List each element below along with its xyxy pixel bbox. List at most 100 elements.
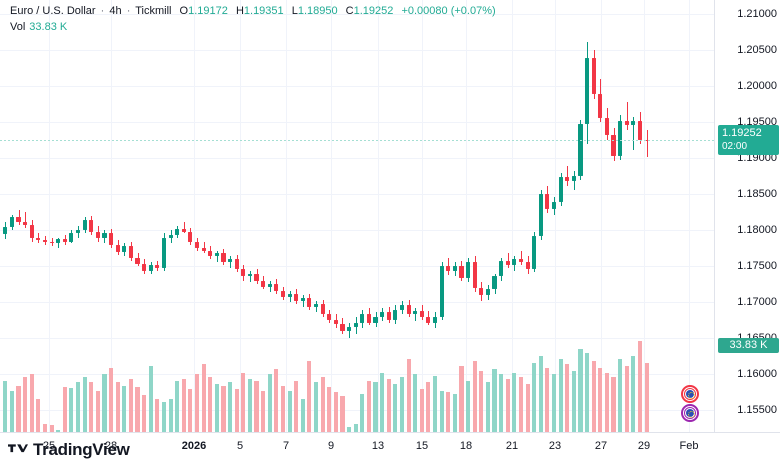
gridline-vertical: [466, 0, 467, 432]
volume-bar: [571, 370, 576, 432]
volume-bar: [36, 398, 41, 432]
last-price-value: 1.19252: [722, 127, 762, 140]
volume-bar: [525, 384, 530, 432]
chart-plot-area[interactable]: [0, 0, 714, 432]
time-axis[interactable]: 25 28 2026 5 7 9 13 15 18 21 23 27 29 Feb: [0, 432, 780, 459]
tradingview-logo-text: TradingView: [33, 440, 130, 459]
volume-bar: [69, 388, 74, 432]
volume-bar: [261, 390, 266, 432]
candle-body: [128, 246, 133, 258]
candle-body: [532, 236, 537, 270]
volume-bar: [49, 425, 54, 432]
candle-body: [525, 262, 530, 270]
volume-bar: [532, 362, 537, 432]
candle-body: [234, 259, 239, 270]
candle-body: [42, 240, 48, 242]
gridline-vertical: [286, 0, 287, 432]
volume-bar: [426, 382, 431, 432]
candle-body: [241, 269, 246, 277]
candle-body: [89, 220, 94, 232]
candle-wick: [647, 129, 648, 157]
candle-body: [393, 309, 398, 320]
price-axis-tick-label: 1.21000: [737, 8, 777, 21]
volume-bar: [545, 367, 550, 432]
candle-body: [261, 280, 266, 287]
candle-body: [82, 220, 87, 231]
volume-bar: [406, 359, 411, 432]
tradingview-logo[interactable]: TradingView: [8, 440, 130, 460]
candle-body: [95, 231, 100, 238]
gridline-vertical: [49, 0, 50, 432]
price-axis-tick-label: 1.20500: [737, 44, 777, 57]
volume-bar: [499, 374, 504, 432]
candle-body: [604, 118, 609, 136]
volume-bar: [432, 375, 438, 432]
candle-body: [161, 237, 167, 268]
volume-bar: [208, 377, 213, 432]
gridline-vertical: [111, 0, 112, 432]
time-axis-tick-label: 29: [637, 440, 651, 452]
price-axis[interactable]: 1.21000 1.20500 1.20000 1.19500 1.19000 1.185…: [714, 0, 780, 432]
volume-bar: [353, 423, 358, 432]
volume-bar: [492, 369, 497, 432]
candle-wick: [521, 250, 522, 265]
candle-body: [267, 283, 272, 287]
volume-bar: [148, 365, 153, 432]
volume-bar: [618, 359, 623, 432]
candle-wick: [316, 300, 317, 313]
candle-body: [56, 239, 61, 244]
volume-bar: [9, 390, 14, 432]
time-axis-tick-label: 13: [371, 440, 385, 452]
candle-body: [637, 120, 643, 140]
candle-body: [644, 139, 649, 141]
candle-body: [181, 228, 186, 232]
candle-body: [188, 231, 193, 242]
volume-bar: [452, 394, 457, 432]
volume-bar: [598, 367, 603, 432]
candle-body: [459, 266, 464, 278]
volume-bar: [466, 380, 471, 432]
tradingview-mark-icon: [8, 443, 28, 452]
candle-body: [347, 326, 352, 332]
eu-economic-event-2-eu-flag-icon[interactable]: [686, 409, 695, 418]
candle-body: [29, 224, 34, 238]
candle-body: [472, 262, 477, 288]
candle-body: [208, 250, 213, 257]
eu-economic-event-1-eu-flag-icon[interactable]: [686, 390, 695, 399]
candle-body: [340, 324, 345, 332]
candle-body: [413, 311, 418, 314]
volume-bar: [102, 374, 107, 432]
candle-body: [366, 313, 371, 323]
volume-bar: [161, 402, 167, 432]
volume-bar: [247, 379, 252, 432]
candle-body: [333, 319, 338, 324]
volume-bar: [135, 386, 140, 432]
gridline-horizontal: [0, 338, 714, 340]
candle-body: [69, 233, 74, 242]
candle-body: [280, 290, 286, 297]
volume-bar: [637, 341, 643, 432]
candle-body: [23, 221, 28, 225]
candle-body: [380, 312, 385, 317]
volume-bar: [373, 382, 378, 432]
candle-body: [565, 177, 570, 182]
candle-body: [75, 230, 81, 234]
candle-body: [155, 264, 160, 268]
candle-body: [148, 264, 153, 271]
volume-bar: [472, 360, 477, 432]
volume-bar: [241, 372, 246, 432]
last-price-tag[interactable]: 1.19252 02:00: [718, 125, 779, 156]
candle-body: [399, 305, 405, 310]
candle-body: [214, 253, 219, 257]
volume-bar: [228, 382, 233, 432]
volume-bar: [128, 379, 133, 432]
volume-bar: [221, 385, 226, 432]
candle-body: [9, 217, 14, 227]
candle-body: [201, 247, 206, 251]
time-axis-tick-label: 21: [505, 440, 519, 452]
eu-economic-event-2-ring: [681, 404, 699, 422]
candle-wick: [415, 308, 416, 322]
time-axis-tick-label: 27: [594, 440, 608, 452]
volume-bar: [294, 380, 299, 432]
gridline-horizontal: [0, 122, 714, 124]
